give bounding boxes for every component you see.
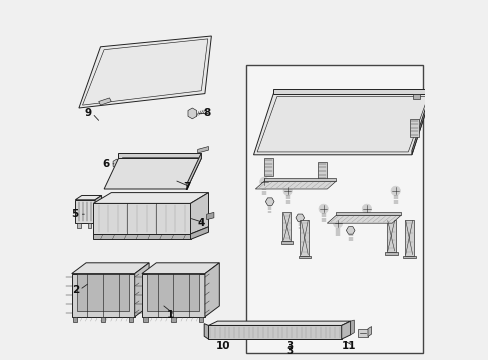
Polygon shape [367,327,371,337]
Polygon shape [264,178,336,181]
Polygon shape [300,220,309,256]
Polygon shape [402,256,415,258]
Text: 3: 3 [285,346,292,356]
Polygon shape [143,317,147,322]
Polygon shape [255,181,336,189]
Polygon shape [253,94,431,155]
Polygon shape [386,220,395,252]
Polygon shape [171,317,175,322]
Polygon shape [346,227,354,234]
Text: 8: 8 [203,108,210,118]
Polygon shape [350,320,354,335]
Polygon shape [134,263,149,317]
Text: 6: 6 [102,159,109,169]
Bar [246,65,422,353]
Text: 5: 5 [72,209,79,219]
Polygon shape [265,198,273,205]
Circle shape [259,177,268,186]
Polygon shape [187,108,196,119]
Polygon shape [75,195,102,200]
Polygon shape [88,223,91,228]
Polygon shape [77,223,81,228]
Polygon shape [208,325,341,339]
Polygon shape [77,274,129,311]
Polygon shape [99,98,111,105]
Polygon shape [186,153,201,189]
Polygon shape [295,214,304,221]
Polygon shape [264,158,273,176]
Polygon shape [318,162,326,180]
Circle shape [333,219,342,228]
Text: 4: 4 [197,218,204,228]
Polygon shape [93,203,190,234]
Polygon shape [273,89,431,94]
Text: 3: 3 [285,341,292,351]
Polygon shape [357,329,367,337]
Circle shape [390,186,400,195]
Polygon shape [142,263,219,274]
Polygon shape [190,193,208,234]
Polygon shape [101,317,105,322]
Polygon shape [129,317,133,322]
Text: 2: 2 [72,285,79,295]
Polygon shape [412,94,419,99]
Polygon shape [93,193,208,203]
Polygon shape [298,256,310,258]
Polygon shape [118,153,201,158]
Polygon shape [208,321,350,325]
Polygon shape [411,89,431,155]
Polygon shape [199,317,203,322]
Text: 1: 1 [167,310,174,320]
Polygon shape [204,324,208,339]
Polygon shape [280,241,292,244]
Polygon shape [93,234,190,239]
Polygon shape [404,220,413,256]
Polygon shape [79,36,211,108]
Polygon shape [384,252,397,255]
Polygon shape [206,212,213,220]
Polygon shape [142,274,204,317]
Polygon shape [73,317,77,322]
Polygon shape [95,195,102,223]
Polygon shape [282,212,291,241]
Text: 11: 11 [341,341,355,351]
Polygon shape [147,274,199,311]
Polygon shape [104,158,201,189]
Polygon shape [72,263,149,274]
Text: 10: 10 [215,341,230,351]
Polygon shape [326,215,400,223]
Circle shape [362,204,371,213]
Polygon shape [204,263,219,317]
Circle shape [318,204,328,213]
Circle shape [283,186,292,195]
Text: 7: 7 [183,182,190,192]
Polygon shape [75,200,95,223]
Polygon shape [336,212,400,215]
Polygon shape [409,119,418,137]
Polygon shape [72,274,134,317]
Text: 9: 9 [84,108,91,118]
Polygon shape [113,159,120,168]
Polygon shape [197,147,208,153]
Polygon shape [341,321,350,339]
Polygon shape [190,227,208,239]
